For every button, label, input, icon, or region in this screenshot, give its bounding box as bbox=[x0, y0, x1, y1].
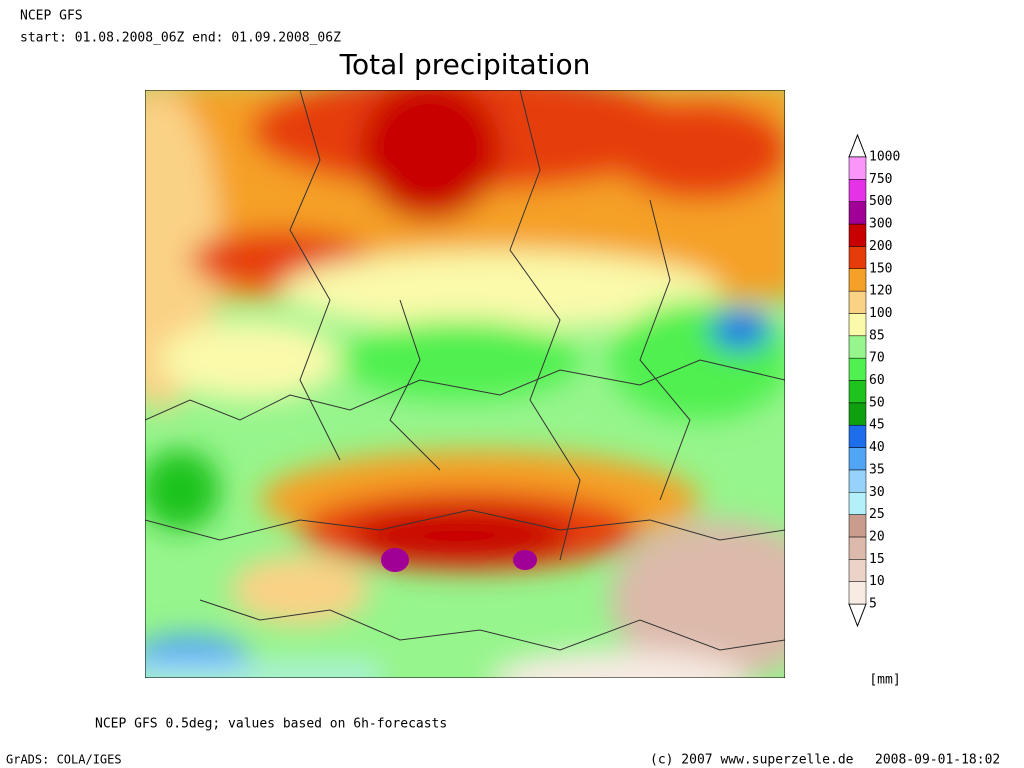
legend-label: 85 bbox=[869, 328, 885, 343]
legend-label: 30 bbox=[869, 485, 885, 500]
legend-swatch bbox=[848, 581, 867, 605]
legend-swatch bbox=[848, 447, 867, 471]
unit-label: [mm] bbox=[869, 673, 900, 688]
legend-label: 40 bbox=[869, 440, 885, 455]
timestamp-label: 2008-09-01-18:02 bbox=[875, 753, 1000, 768]
legend-swatch bbox=[848, 246, 867, 269]
legend-swatch bbox=[848, 223, 867, 247]
legend-swatch bbox=[848, 469, 867, 493]
legend-swatch bbox=[848, 357, 867, 381]
map-title: Total precipitation bbox=[339, 48, 591, 81]
legend-label: 25 bbox=[869, 507, 885, 522]
legend-label: 15 bbox=[869, 552, 885, 567]
legend-swatch bbox=[848, 402, 867, 426]
legend-label: 150 bbox=[869, 261, 892, 276]
legend-label: 10 bbox=[869, 574, 885, 589]
legend-swatch bbox=[848, 335, 867, 359]
legend-swatch bbox=[848, 424, 867, 448]
legend-label: 50 bbox=[869, 395, 885, 410]
legend-label: 20 bbox=[869, 529, 885, 544]
legend-label: 100 bbox=[869, 306, 892, 321]
legend-label: 45 bbox=[869, 418, 885, 433]
legend-label: 500 bbox=[869, 194, 892, 209]
legend-label: 300 bbox=[869, 217, 892, 232]
legend-label: 70 bbox=[869, 351, 885, 366]
legend-swatch bbox=[848, 313, 867, 337]
legend-label: 35 bbox=[869, 462, 885, 477]
footer-note: NCEP GFS 0.5deg; values based on 6h-fore… bbox=[95, 717, 447, 732]
legend-swatch bbox=[848, 201, 867, 225]
legend-swatch bbox=[848, 559, 867, 582]
legend-arrow-low bbox=[848, 603, 867, 628]
copyright-label: (c) 2007 www.superzelle.de bbox=[650, 753, 854, 768]
legend-label: 1000 bbox=[869, 150, 900, 165]
legend-label: 60 bbox=[869, 373, 885, 388]
legend-label: 750 bbox=[869, 172, 892, 187]
legend-swatch bbox=[848, 290, 867, 314]
legend-swatch bbox=[848, 536, 867, 560]
legend-label: 200 bbox=[869, 239, 892, 254]
legend-swatch bbox=[848, 268, 867, 292]
legend-swatch bbox=[848, 156, 867, 180]
legend-label: 120 bbox=[869, 284, 892, 299]
legend-swatch bbox=[848, 514, 867, 538]
legend-arrow-high bbox=[848, 133, 867, 158]
legend-swatch bbox=[848, 380, 867, 404]
software-label: GrADS: COLA/IGES bbox=[6, 753, 122, 767]
precipitation-map bbox=[145, 90, 785, 678]
legend-swatch bbox=[848, 179, 867, 202]
period-label: start: 01.08.2008_06Z end: 01.09.2008_06… bbox=[20, 31, 341, 46]
legend-swatch bbox=[848, 492, 867, 515]
legend-label: 5 bbox=[869, 597, 877, 612]
color-legend: 5 10 15 20 25 30 35 40 45 50 60 70 85 100 120 150 200 300… bbox=[848, 133, 900, 628]
model-label: NCEP GFS bbox=[20, 9, 83, 24]
